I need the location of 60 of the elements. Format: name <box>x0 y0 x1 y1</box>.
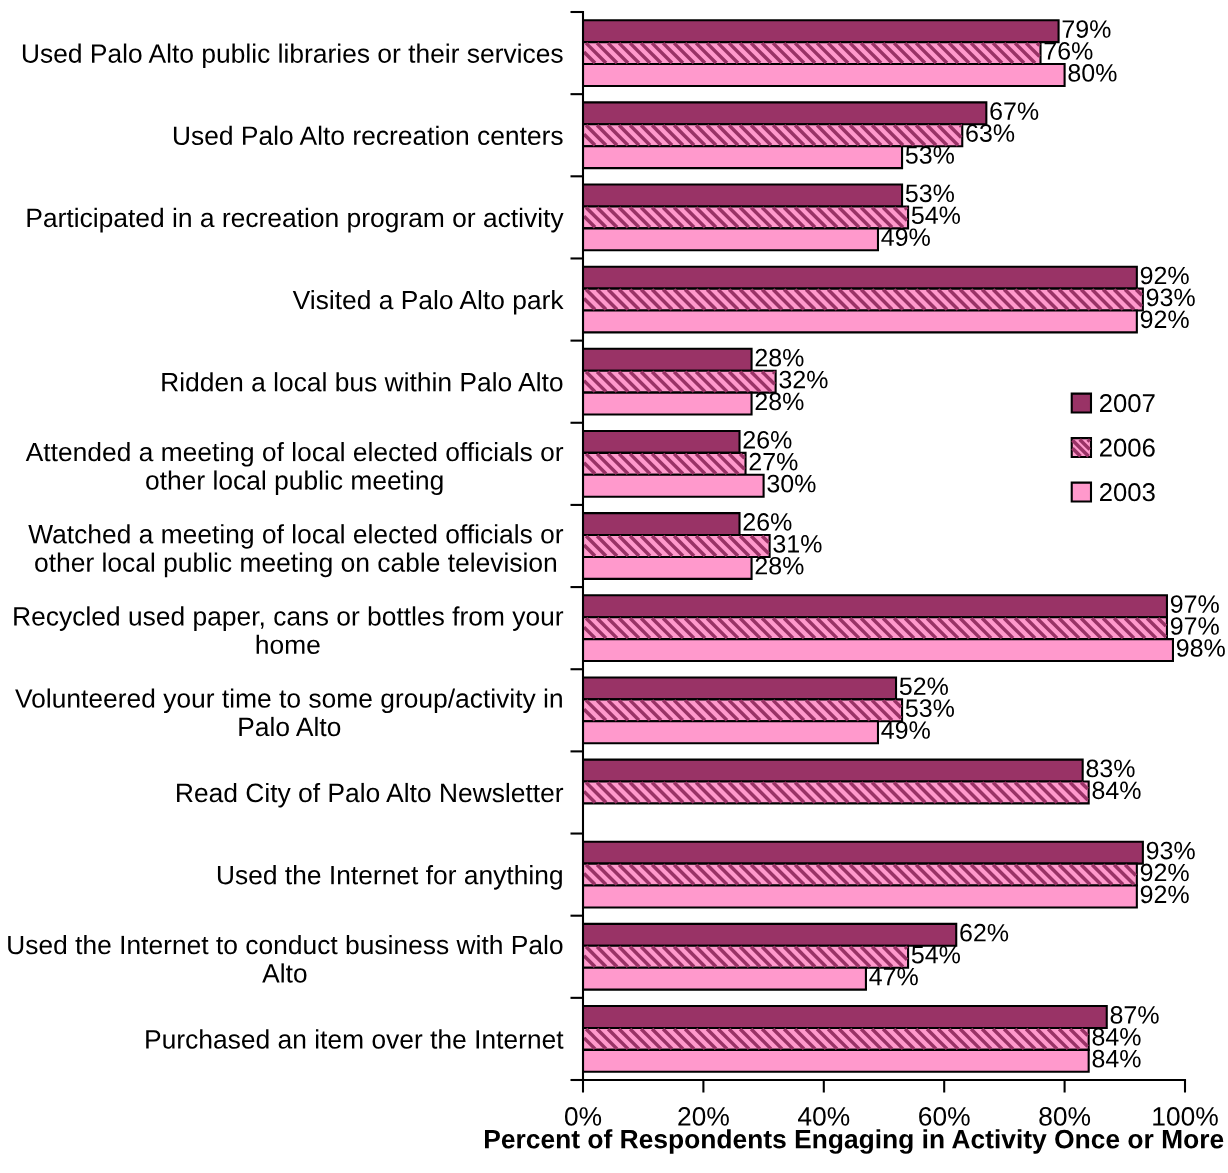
data-label: 84% <box>1092 781 1141 800</box>
data-label: 83% <box>1086 759 1135 778</box>
data-label: 92% <box>1140 885 1189 904</box>
data-label: 30% <box>767 474 816 493</box>
data-label: 54% <box>911 945 961 964</box>
data-label: 84% <box>1092 1049 1141 1068</box>
x-axis-title: Percent of Respondents Engaging in Activity Once or More <box>485 1129 1224 1154</box>
data-label: 52% <box>899 677 948 696</box>
data-label: 98% <box>1176 639 1225 657</box>
y-tick-label: Volunteered your time to some group/activity in Palo Alto <box>15 688 562 737</box>
data-label: 26% <box>743 513 792 531</box>
data-label: 92% <box>1140 863 1189 882</box>
data-label: 28% <box>755 392 804 411</box>
data-label: 49% <box>881 228 930 246</box>
y-tick-label: Attended a meeting of local elected officials or other local public meeting <box>25 441 564 496</box>
y-tick-label: Used Palo Alto recreation centers <box>173 125 563 146</box>
data-label: 53% <box>905 184 954 203</box>
x-tick-label: 40% <box>798 1107 850 1126</box>
data-label: 28% <box>755 348 804 367</box>
x-tick-label: 20% <box>678 1107 729 1126</box>
legend-label: 2007 <box>1099 394 1155 413</box>
y-tick-label: Ridden a local bus within Palo Alto <box>162 372 563 392</box>
data-label: 27% <box>749 452 798 471</box>
data-label: 63% <box>966 124 1015 142</box>
data-label: 84% <box>1092 1027 1141 1046</box>
data-label: 87% <box>1110 1006 1159 1024</box>
data-label: 93% <box>1146 841 1195 860</box>
data-label: 92% <box>1140 266 1189 285</box>
y-tick-label: Read City of Palo Alto Newsletter <box>177 782 564 808</box>
y-tick-label: Used the Internet to conduct business with Palo Alto <box>8 934 563 983</box>
x-tick-label: 80% <box>1039 1107 1091 1126</box>
data-label: 31% <box>773 535 822 553</box>
y-tick-label: Used the Internet for anything <box>217 865 562 890</box>
y-tick-label: Watched a meeting of local elected officials or other local public meeting on cable television <box>28 524 564 578</box>
data-label: 97% <box>1170 595 1219 613</box>
data-label: 76% <box>1044 42 1093 60</box>
data-label: 92% <box>1140 310 1189 329</box>
data-label: 67% <box>990 102 1039 121</box>
data-label: 28% <box>755 556 804 575</box>
y-tick-label: Purchased an item over the Internet <box>146 1029 564 1049</box>
data-label: 62% <box>960 923 1009 942</box>
x-tick-label: 60% <box>919 1107 970 1126</box>
x-tick-label: 0% <box>564 1107 602 1126</box>
data-label: 54% <box>911 206 961 225</box>
y-tick-label: Recycled used paper, cans or bottles from your home <box>14 606 564 655</box>
data-label: 47% <box>869 967 918 986</box>
data-label: 32% <box>779 370 828 389</box>
data-label: 93% <box>1146 288 1195 307</box>
y-tick-label: Participated in a recreation program or activity <box>27 207 564 233</box>
legend-label: 2006 <box>1099 438 1155 457</box>
data-label: 26% <box>743 430 792 449</box>
data-label: 49% <box>881 721 930 739</box>
y-tick-label: Used Palo Alto public libraries or their services <box>22 43 563 69</box>
data-label: 97% <box>1170 617 1219 635</box>
data-label: 80% <box>1068 63 1117 82</box>
legend-label: 2003 <box>1099 483 1155 502</box>
data-label: 53% <box>905 699 954 718</box>
x-tick-label: 100% <box>1153 1107 1218 1126</box>
data-label: 79% <box>1062 20 1111 38</box>
y-tick-label: Visited a Palo Alto park <box>292 289 564 315</box>
